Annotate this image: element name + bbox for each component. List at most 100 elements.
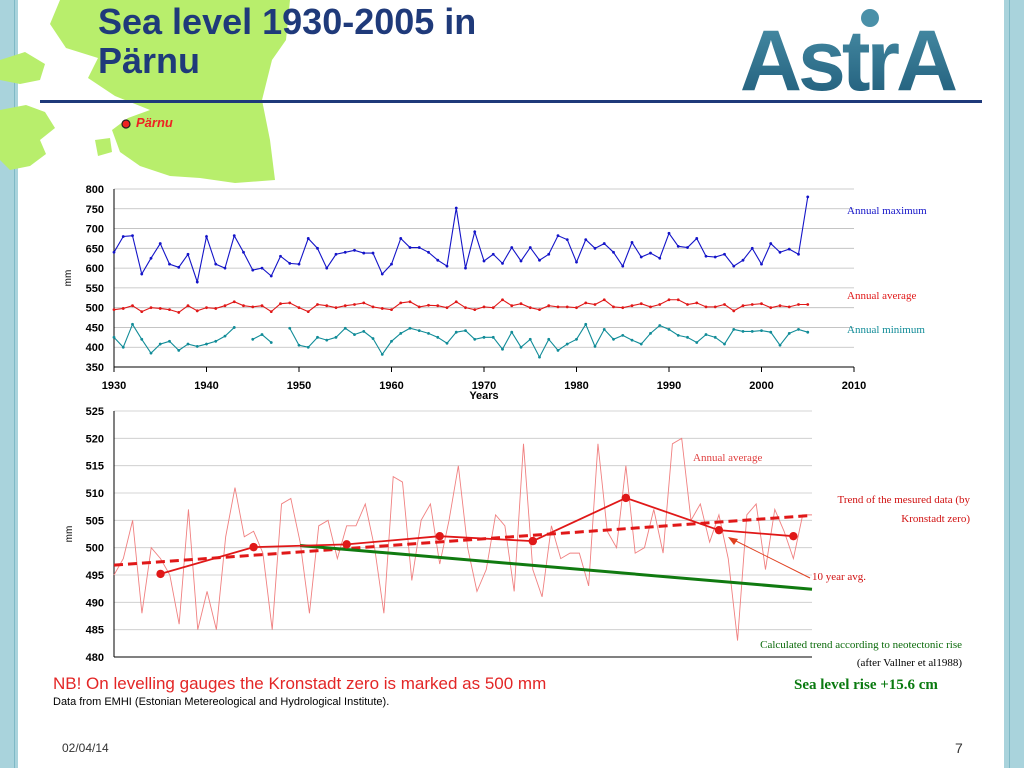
y-tick-label: 350 — [86, 362, 104, 374]
data-point — [334, 306, 338, 310]
legend-entry: Annual maximum — [847, 205, 927, 217]
annotation-trend-line1: Trend of the mesured data (by — [838, 494, 971, 506]
x-tick-label: 1930 — [102, 380, 126, 392]
data-point — [797, 252, 800, 256]
frame-line-right — [1009, 0, 1010, 768]
data-point — [214, 307, 218, 310]
data-point — [288, 326, 292, 330]
estonia-map — [0, 0, 290, 183]
data-point — [371, 337, 375, 340]
x-tick-label: 1990 — [657, 380, 681, 392]
data-point — [417, 329, 421, 333]
astra-logo: AstrA — [740, 9, 960, 100]
data-point — [149, 306, 153, 310]
data-point — [778, 250, 782, 254]
data-point — [528, 536, 537, 546]
data-point — [140, 337, 144, 341]
series-annual-average — [113, 437, 812, 641]
y-tick-label: 500 — [86, 303, 104, 315]
data-point — [714, 525, 724, 535]
data-point — [131, 234, 134, 238]
data-point — [649, 305, 652, 309]
data-point — [168, 339, 171, 343]
data-point — [593, 345, 597, 348]
data-point — [380, 352, 384, 356]
data-point — [528, 337, 532, 341]
annotation-calc-line2: (after Vallner et al1988) — [857, 657, 963, 669]
data-point — [676, 333, 680, 337]
data-point — [436, 258, 440, 262]
data-point — [380, 307, 384, 310]
data-point — [435, 531, 444, 541]
data-point — [556, 305, 560, 309]
data-point — [112, 250, 116, 254]
data-point — [168, 262, 171, 266]
data-point — [325, 266, 329, 270]
data-point — [205, 235, 208, 238]
data-point — [723, 252, 726, 256]
data-point — [612, 250, 615, 254]
y-tick-label: 525 — [86, 406, 104, 418]
data-point — [806, 303, 810, 306]
data-point — [445, 264, 449, 268]
map-city-label: Pärnu — [136, 115, 173, 130]
data-point — [482, 305, 486, 309]
data-point — [667, 231, 671, 235]
x-axis-label: Years — [469, 390, 498, 402]
data-point — [121, 307, 125, 310]
data-point — [556, 234, 560, 238]
data-point — [131, 322, 134, 326]
data-point — [806, 330, 810, 334]
data-point — [658, 256, 662, 260]
data-point — [417, 305, 421, 309]
data-point — [408, 246, 412, 249]
data-point — [769, 330, 773, 334]
legend-entry: Annual average — [847, 290, 916, 302]
data-point — [602, 298, 606, 302]
data-point — [343, 250, 347, 254]
data-point — [334, 335, 338, 339]
title-rule — [40, 100, 982, 103]
data-point — [723, 342, 726, 346]
data-point — [149, 256, 153, 260]
data-point — [353, 248, 356, 252]
data-point — [741, 304, 745, 308]
data-point — [158, 342, 162, 346]
data-point — [223, 266, 227, 270]
data-point — [205, 342, 208, 346]
data-point — [778, 304, 782, 308]
y-tick-label: 650 — [86, 243, 104, 255]
data-point — [371, 305, 375, 309]
data-point — [454, 330, 458, 334]
data-point — [510, 330, 514, 334]
data-point — [464, 329, 467, 333]
data-point — [630, 338, 634, 342]
data-point — [297, 306, 301, 310]
data-point — [612, 337, 615, 341]
y-tick-label: 800 — [86, 184, 104, 196]
data-point — [156, 569, 165, 579]
data-point — [242, 250, 245, 254]
data-point — [473, 230, 477, 234]
data-point — [713, 255, 717, 259]
data-point — [342, 540, 351, 549]
logo-text: AstrA — [740, 13, 956, 100]
data-point — [445, 341, 449, 345]
y-tick-label: 520 — [86, 433, 104, 445]
data-point — [131, 304, 134, 308]
x-tick-label: 1950 — [287, 380, 311, 392]
data-point — [297, 262, 301, 266]
data-point — [676, 244, 680, 248]
data-point — [482, 259, 486, 263]
data-point — [695, 341, 699, 344]
title-line-1: Sea level 1930-2005 in — [98, 1, 477, 42]
data-point — [390, 262, 393, 266]
data-point — [343, 304, 347, 308]
data-point — [186, 252, 190, 256]
data-point — [649, 251, 652, 255]
data-point — [621, 493, 631, 503]
data-point — [528, 306, 532, 310]
data-point — [214, 339, 218, 343]
data-point — [177, 265, 181, 269]
data-point — [750, 303, 754, 306]
